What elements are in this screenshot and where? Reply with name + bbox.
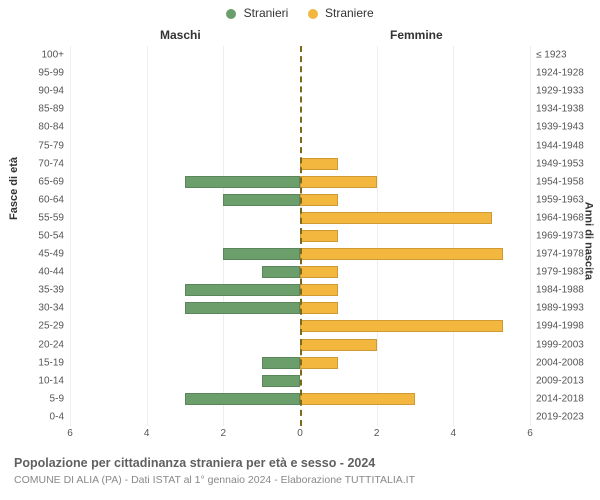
birth-label: 2004-2008 [536, 357, 596, 368]
legend-label-male: Stranieri [244, 6, 289, 20]
birth-label: 2014-2018 [536, 393, 596, 404]
x-tick: 6 [527, 428, 533, 439]
age-label: 60-64 [24, 194, 64, 205]
birth-label: 1984-1988 [536, 285, 596, 296]
x-tick: 4 [451, 428, 457, 439]
age-label: 50-54 [24, 230, 64, 241]
birth-label: 1959-1963 [536, 194, 596, 205]
bar-female [300, 393, 415, 405]
age-label: 45-49 [24, 249, 64, 260]
pyramid-chart: Stranieri Straniere Maschi Femmine Fasce… [0, 0, 600, 500]
birth-label: ≤ 1923 [536, 50, 596, 61]
birth-label: 1944-1948 [536, 140, 596, 151]
birth-label: 1964-1968 [536, 212, 596, 223]
age-label: 35-39 [24, 285, 64, 296]
axis-label-age: Fasce di età [8, 157, 20, 220]
x-tick: 2 [221, 428, 227, 439]
age-label: 15-19 [24, 357, 64, 368]
birth-label: 1969-1973 [536, 230, 596, 241]
age-label: 85-89 [24, 104, 64, 115]
bar-male [185, 302, 300, 314]
age-label: 25-29 [24, 321, 64, 332]
age-label: 75-79 [24, 140, 64, 151]
birth-label: 1929-1933 [536, 86, 596, 97]
bar-female [300, 266, 338, 278]
bar-male [185, 176, 300, 188]
legend-label-female: Straniere [325, 6, 374, 20]
plot-area: 100+≤ 192395-991924-192890-941929-193385… [70, 46, 530, 426]
caption-title: Popolazione per cittadinanza straniera p… [14, 456, 375, 470]
birth-label: 1994-1998 [536, 321, 596, 332]
birth-label: 1979-1983 [536, 267, 596, 278]
legend-item-male: Stranieri [226, 6, 288, 20]
bar-male [185, 284, 300, 296]
age-label: 40-44 [24, 267, 64, 278]
bar-male [262, 375, 300, 387]
birth-label: 1934-1938 [536, 104, 596, 115]
bar-female [300, 339, 377, 351]
birth-label: 1924-1928 [536, 68, 596, 79]
x-axis: 6 4 2 0 2 4 6 [70, 428, 530, 444]
bar-female [300, 176, 377, 188]
legend: Stranieri Straniere [0, 6, 600, 20]
header-female: Femmine [390, 28, 443, 42]
header-male: Maschi [160, 28, 201, 42]
birth-label: 2019-2023 [536, 411, 596, 422]
x-tick: 2 [374, 428, 380, 439]
bar-male [223, 194, 300, 206]
birth-label: 1949-1953 [536, 158, 596, 169]
age-label: 0-4 [24, 411, 64, 422]
age-label: 95-99 [24, 68, 64, 79]
age-label: 80-84 [24, 122, 64, 133]
age-label: 100+ [24, 50, 64, 61]
age-label: 20-24 [24, 339, 64, 350]
age-label: 65-69 [24, 176, 64, 187]
bar-male [262, 266, 300, 278]
birth-label: 1939-1943 [536, 122, 596, 133]
x-tick: 4 [144, 428, 150, 439]
gridline [530, 46, 531, 426]
x-tick: 0 [297, 428, 303, 439]
bar-female [300, 320, 503, 332]
legend-item-female: Straniere [308, 6, 374, 20]
bar-male [185, 393, 300, 405]
bar-female [300, 284, 338, 296]
age-label: 10-14 [24, 375, 64, 386]
bar-female [300, 158, 338, 170]
bar-female [300, 302, 338, 314]
age-label: 5-9 [24, 393, 64, 404]
bar-female [300, 212, 492, 224]
x-tick: 6 [67, 428, 73, 439]
bar-female [300, 357, 338, 369]
caption-subtitle: COMUNE DI ALIA (PA) - Dati ISTAT al 1° g… [14, 474, 415, 486]
age-label: 30-34 [24, 303, 64, 314]
age-label: 70-74 [24, 158, 64, 169]
age-label: 90-94 [24, 86, 64, 97]
legend-swatch-male [226, 9, 236, 19]
center-line [300, 46, 302, 426]
birth-label: 1999-2003 [536, 339, 596, 350]
birth-label: 2009-2013 [536, 375, 596, 386]
birth-label: 1954-1958 [536, 176, 596, 187]
age-label: 55-59 [24, 212, 64, 223]
birth-label: 1989-1993 [536, 303, 596, 314]
bar-male [223, 248, 300, 260]
birth-label: 1974-1978 [536, 249, 596, 260]
bar-female [300, 194, 338, 206]
bar-female [300, 248, 503, 260]
legend-swatch-female [308, 9, 318, 19]
bar-female [300, 230, 338, 242]
bar-male [262, 357, 300, 369]
